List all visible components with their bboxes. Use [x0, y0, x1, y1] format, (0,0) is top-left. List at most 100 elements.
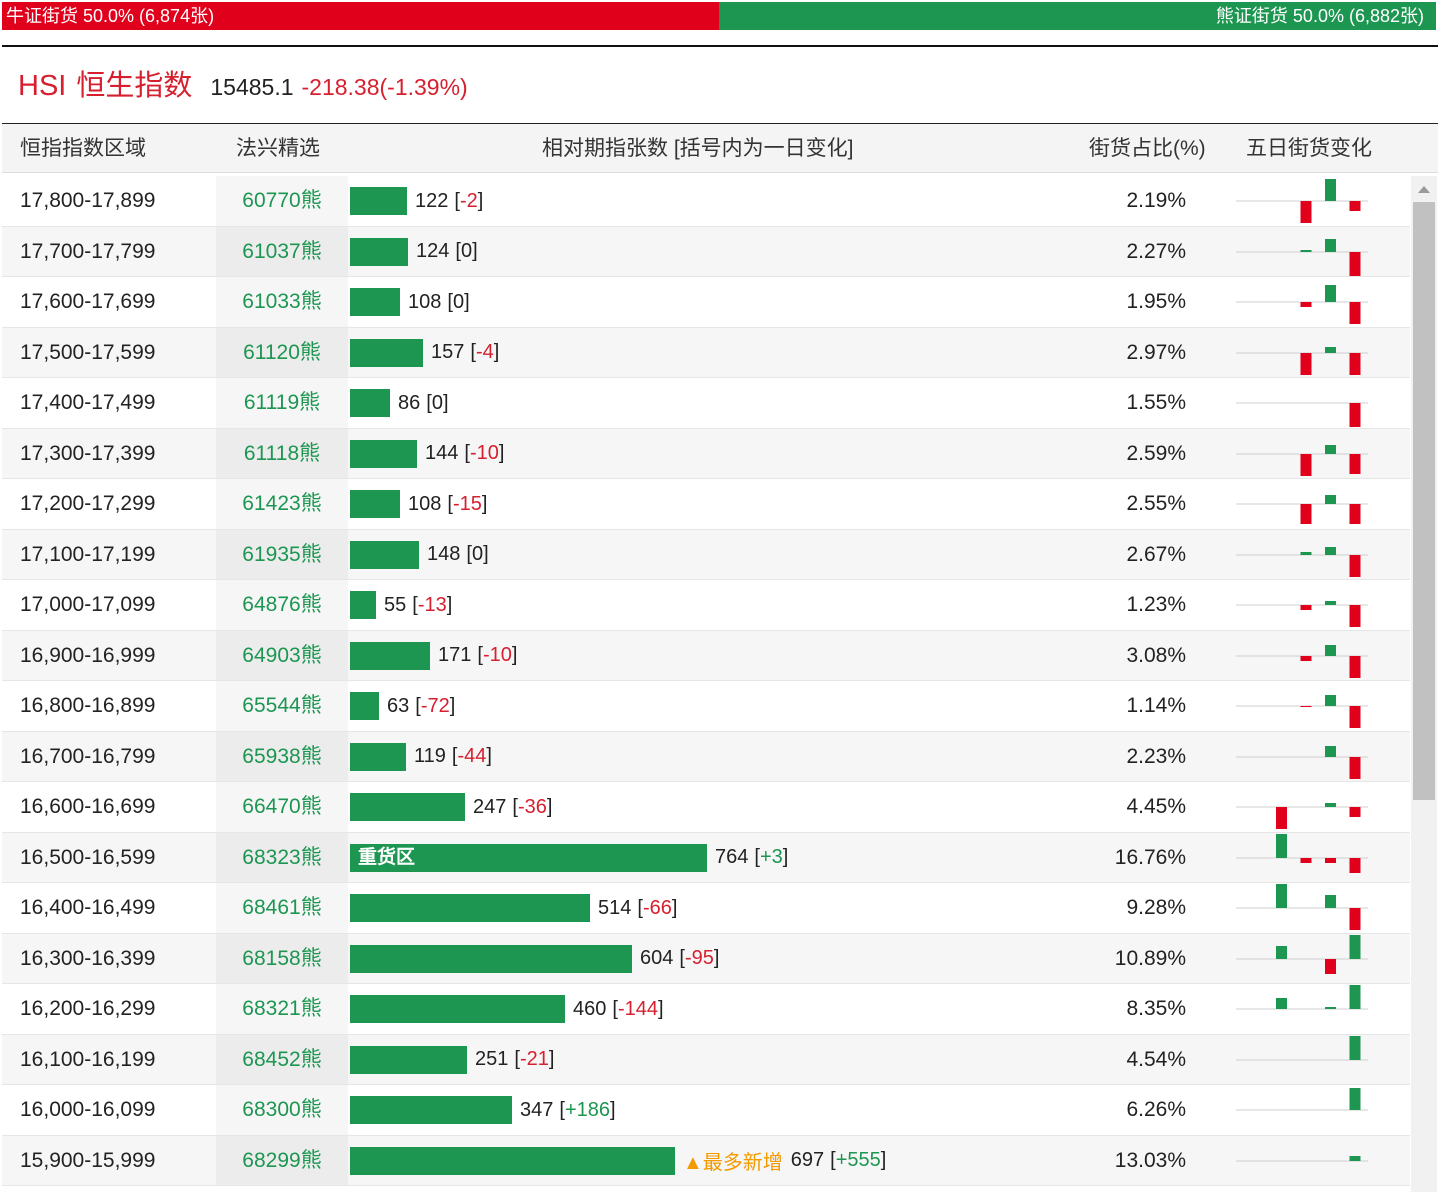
warrant-code-link[interactable]: 64903熊 — [242, 643, 322, 667]
sparkline-bar — [1325, 238, 1336, 252]
daily-change: [-15] — [447, 492, 488, 515]
table-row: 16,300-16,399 68158熊 604 [-95] 10.89% — [2, 933, 1410, 984]
warrant-code-link[interactable]: 64876熊 — [242, 593, 322, 616]
scrollbar[interactable] — [1411, 176, 1437, 1192]
sparkline-bar — [1349, 807, 1361, 817]
warrant-code-link[interactable]: 68321熊 — [242, 997, 322, 1020]
contracts-cell: 514 [-66] — [350, 893, 677, 923]
daily-change-value: -72 — [420, 694, 450, 717]
sparkline-bar — [1300, 857, 1312, 863]
sparkline-bar — [1325, 895, 1336, 908]
contracts-value: 697 — [790, 1149, 825, 1171]
warrant-code-link[interactable]: 68300熊 — [242, 1098, 322, 1121]
table-row: 17,100-17,199 61935熊 148 [0] 2.67% — [2, 529, 1410, 580]
warrant-code-link[interactable]: 61935熊 — [242, 542, 322, 566]
strike-range: 16,200-16,299 — [20, 997, 156, 1020]
contracts-bar — [350, 641, 430, 670]
warrant-code-link[interactable]: 61119熊 — [243, 391, 321, 414]
contracts-value: 119 — [414, 745, 446, 767]
warrant-code-link[interactable]: 60770熊 — [242, 189, 322, 212]
sparkline-bar — [1325, 745, 1336, 757]
five-day-change-chart — [1236, 179, 1368, 223]
daily-change-value: -44 — [457, 745, 487, 767]
table-row: 17,600-17,699 61033熊 108 [0] 1.95% — [2, 277, 1410, 328]
sparkline-bar — [1325, 803, 1336, 807]
contracts-bar — [350, 793, 465, 821]
warrant-code-link[interactable]: 61037熊 — [242, 239, 322, 263]
daily-change: [0] — [455, 240, 478, 262]
strike-range: 17,400-17,499 — [20, 391, 156, 414]
warrant-code-link[interactable]: 66470熊 — [242, 795, 322, 818]
contracts-bar — [350, 591, 376, 619]
warrant-cell: 68323熊 — [216, 832, 348, 882]
share-percent: 4.54% — [1126, 1047, 1186, 1071]
strike-range: 17,600-17,699 — [20, 290, 156, 313]
sparkline-bar — [1276, 833, 1287, 858]
contracts-cell: 157 [-4] — [350, 338, 499, 368]
warrant-code-link[interactable]: 61120熊 — [243, 340, 321, 364]
contracts-cell: 604 [-95] — [350, 944, 719, 974]
strike-range: 17,800-17,899 — [20, 189, 156, 212]
contracts-bar — [350, 1045, 467, 1074]
bull-bear-ratio-bar: 牛证街货 50.0% (6,874张) 熊证街货 50.0% (6,882张) — [2, 2, 1436, 30]
share-percent: 1.14% — [1126, 694, 1186, 717]
share-percent: 2.19% — [1126, 189, 1186, 212]
warrant-code-link[interactable]: 61118熊 — [243, 441, 321, 465]
contracts-cell: 148 [0] — [350, 540, 489, 570]
sparkline-bar — [1349, 1155, 1361, 1161]
daily-change: [-66] — [637, 896, 678, 919]
contracts-bar — [350, 439, 417, 468]
sparkline-bar — [1325, 444, 1336, 454]
sparkline-bar — [1300, 706, 1312, 707]
five-day-change-chart — [1236, 695, 1368, 728]
warrant-code-link[interactable]: 65938熊 — [242, 744, 322, 768]
divider — [2, 45, 1438, 47]
warrant-cell: 61118熊 — [216, 428, 348, 478]
warrant-code-link[interactable]: 68452熊 — [242, 1047, 322, 1071]
sparkline-bar — [1325, 546, 1336, 555]
warrant-code-link[interactable]: 68158熊 — [242, 946, 322, 970]
warrant-code-link[interactable]: 68299熊 — [242, 1148, 322, 1172]
strike-range: 15,900-15,999 — [20, 1148, 156, 1172]
warrant-code-link[interactable]: 61423熊 — [242, 492, 322, 515]
scrollbar-thumb[interactable] — [1413, 202, 1435, 800]
daily-change-value: 0 — [452, 290, 465, 313]
sparkline-bar — [1349, 934, 1361, 959]
contracts-value: 108 — [408, 290, 442, 313]
sparkline-bar — [1300, 453, 1312, 476]
strike-range: 16,800-16,899 — [20, 694, 156, 717]
scroll-up-arrow-icon[interactable] — [1418, 186, 1430, 193]
warrant-cell: 61033熊 — [216, 277, 348, 327]
warrant-code-link[interactable]: 65544熊 — [242, 694, 322, 717]
contracts-value: 157 — [431, 341, 465, 363]
warrant-code-link[interactable]: 68461熊 — [242, 896, 322, 919]
contracts-value: 171 — [438, 644, 472, 666]
contracts-value: 148 — [427, 543, 461, 565]
header-contracts: 相对期指张数 [括号内为一日变化] — [542, 137, 854, 160]
table-row: 17,000-17,099 64876熊 55 [-13] 1.23% — [2, 580, 1410, 631]
daily-change: [+186] — [559, 1098, 616, 1121]
share-percent: 13.03% — [1114, 1148, 1186, 1172]
contracts-bar — [350, 1146, 675, 1175]
bull-share-segment: 牛证街货 50.0% (6,874张) — [2, 2, 719, 30]
sparkline-bar — [1300, 249, 1312, 252]
contracts-cell: 119 [-44] — [350, 742, 492, 772]
contracts-bar — [350, 692, 379, 720]
share-percent: 3.08% — [1126, 643, 1186, 667]
warrant-code-link[interactable]: 61033熊 — [242, 290, 322, 313]
contracts-value: 764 — [715, 846, 749, 868]
five-day-change-chart — [1236, 934, 1368, 974]
header-trend: 五日街货变化 — [1246, 137, 1372, 160]
five-day-change-chart — [1236, 1088, 1368, 1111]
sparkline-bar — [1300, 655, 1312, 661]
five-day-change-chart — [1236, 285, 1368, 324]
warrant-code-link[interactable]: 68323熊 — [242, 845, 322, 869]
strike-range: 17,700-17,799 — [20, 239, 156, 263]
strike-range: 16,700-16,799 — [20, 744, 156, 768]
daily-change: [0] — [447, 290, 470, 313]
share-percent: 1.55% — [1126, 391, 1186, 414]
contracts-bar — [350, 742, 406, 771]
warrant-cell: 68461熊 — [216, 883, 348, 933]
sparkline-bar — [1276, 807, 1287, 829]
contracts-cell: 171 [-10] — [350, 641, 517, 671]
